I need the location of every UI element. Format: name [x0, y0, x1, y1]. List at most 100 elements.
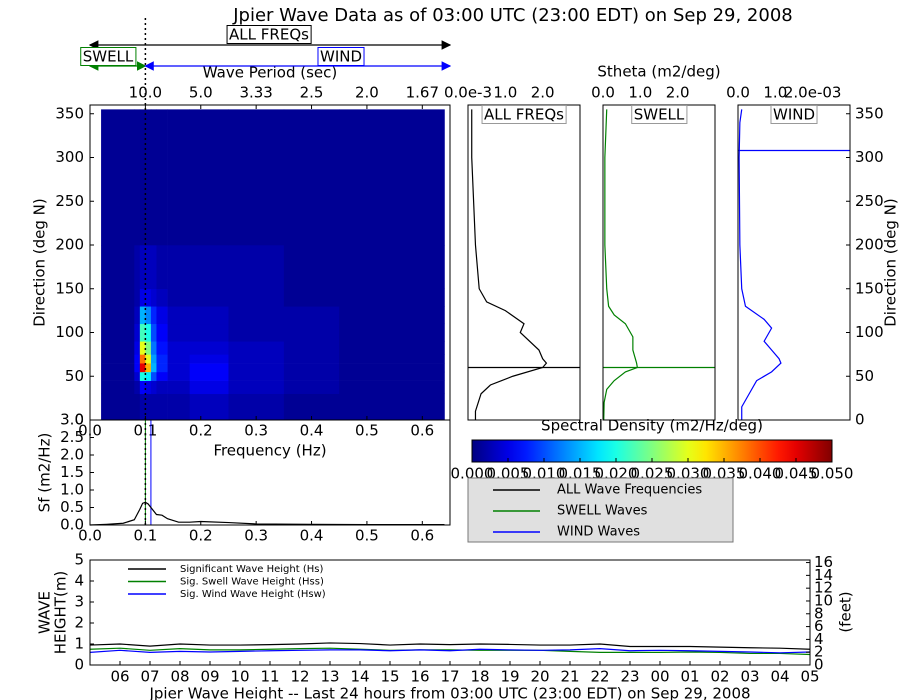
heatmap-cell: [139, 371, 146, 381]
legend-label: WIND Waves: [557, 525, 640, 540]
heatmap-cell: [156, 341, 168, 355]
heatmap-cell: [134, 288, 141, 307]
heatmap-cell: [101, 341, 135, 355]
heatmap-cell: [145, 380, 152, 395]
profile-line: [471, 109, 548, 420]
x-tick-label: 05: [800, 668, 819, 686]
legend-label: SWELL Waves: [557, 504, 648, 519]
heatmap-cell: [167, 341, 190, 355]
heatmap-cell: [134, 380, 141, 395]
x-axis-label: Frequency (Hz): [213, 442, 326, 460]
heatmap-cell: [228, 109, 285, 246]
heatmap-cell: [145, 306, 152, 325]
heatmap-cell: [228, 323, 285, 342]
heatmap-cell: [228, 354, 285, 364]
heatmap-cell: [134, 341, 141, 355]
heatmap-cell: [283, 323, 340, 342]
x-tick-label: 23: [620, 668, 639, 686]
heatmap-cell: [101, 288, 135, 307]
x-tick-label: 0.0e-3: [444, 84, 492, 102]
heatmap-cell: [101, 363, 135, 373]
y-tick-label: 0.5: [60, 498, 84, 516]
heatmap-cell: [101, 245, 135, 290]
x-tick-label: 0.3: [244, 527, 268, 545]
heatmap-cell: [101, 323, 135, 342]
heatmap-cell: [167, 393, 190, 421]
x-tick-label: 2.0: [531, 84, 555, 102]
y-tick-label: 100: [855, 323, 884, 341]
chart-title: Jpier Wave Data as of 03:00 UTC (23:00 E…: [232, 5, 793, 26]
y-tick-label: 0.0: [60, 516, 84, 534]
axes-frame: [602, 104, 716, 421]
legend-label: ALL Wave Frequencies: [557, 483, 702, 498]
axes-frame: [737, 104, 851, 421]
heatmap-cell: [150, 341, 157, 355]
y-tick-label: 350: [855, 104, 884, 122]
x-tick-label: 0.5: [355, 422, 379, 440]
heatmap-cell: [134, 245, 141, 290]
series-line: [89, 642, 811, 650]
x-tick-label: 14: [350, 668, 369, 686]
x-tick-label: 0.6: [410, 422, 434, 440]
heatmap-cell: [228, 371, 285, 381]
panel-label-box: [770, 105, 818, 124]
x-tick-label: 13: [320, 668, 339, 686]
annotation: SWELL: [83, 48, 134, 66]
x2-tick-label: 2.5: [300, 84, 324, 102]
heatmap-cell: [156, 380, 168, 395]
x-tick-label: 08: [170, 668, 189, 686]
x2-tick-label: 3.33: [239, 84, 272, 102]
heatmap-cell: [283, 306, 340, 325]
x-axis-label: Jpier Wave Height -- Last 24 hours from …: [148, 685, 750, 700]
heatmap-cell: [145, 393, 152, 421]
panel-label-box: [481, 105, 567, 124]
heatmap-cell: [228, 306, 285, 325]
heatmap-cell: [189, 363, 229, 373]
heatmap-cell: [139, 109, 146, 246]
x2-tick-label: 5.0: [189, 84, 213, 102]
heatmap-cell: [189, 371, 229, 381]
x2-tick-label: 10.0: [129, 84, 162, 102]
heatmap-cell: [189, 245, 229, 290]
x-tick-label: 22: [590, 668, 609, 686]
x-tick-label: 04: [770, 668, 789, 686]
y-tick-label: 200: [55, 236, 84, 254]
heatmap-cell: [339, 380, 445, 395]
heatmap-cell: [339, 109, 445, 246]
y-axis-label: HEIGHT(m): [52, 571, 70, 655]
x-tick-label: 10: [230, 668, 249, 686]
heatmap-cell: [145, 354, 152, 364]
heatmap-cell: [189, 323, 229, 342]
y-tick-label: 5: [74, 551, 84, 569]
heatmap-cell: [156, 323, 168, 342]
panel-label-box: [631, 105, 688, 124]
heatmap-cell: [283, 341, 340, 355]
heatmap-cell: [167, 109, 190, 246]
series-line: [89, 647, 811, 656]
heatmap-cell: [101, 371, 135, 381]
heatmap-cell: [189, 354, 229, 364]
heatmap-cell: [339, 341, 445, 355]
x-tick-label: 12: [290, 668, 309, 686]
heatmap-cell: [167, 371, 190, 381]
y2-tick-label: 12: [814, 579, 833, 597]
series-line: [89, 648, 811, 654]
heatmap-cell: [150, 393, 157, 421]
heatmap-cell: [156, 371, 168, 381]
heatmap-cell: [167, 288, 190, 307]
x-tick-label: 0.2: [189, 527, 213, 545]
x-tick-label: 1.0: [763, 84, 787, 102]
heatmap-cell: [139, 363, 146, 373]
annotation: ALL FREQs: [229, 26, 309, 44]
heatmap-cell: [156, 109, 168, 246]
heatmap-cell: [167, 354, 190, 364]
x-tick-label: 20: [530, 668, 549, 686]
legend-label: Sig. Wind Wave Height (Hsw): [180, 589, 326, 600]
x-tick-label: 0.4: [300, 422, 324, 440]
x-tick-label: 00: [650, 668, 669, 686]
x-tick-label: 01: [680, 668, 699, 686]
y-tick-label: 2.5: [60, 428, 84, 446]
y2-axis-label: (feet): [837, 591, 855, 632]
heatmap-cell: [339, 393, 445, 421]
x-tick-label: 0.1: [133, 527, 157, 545]
